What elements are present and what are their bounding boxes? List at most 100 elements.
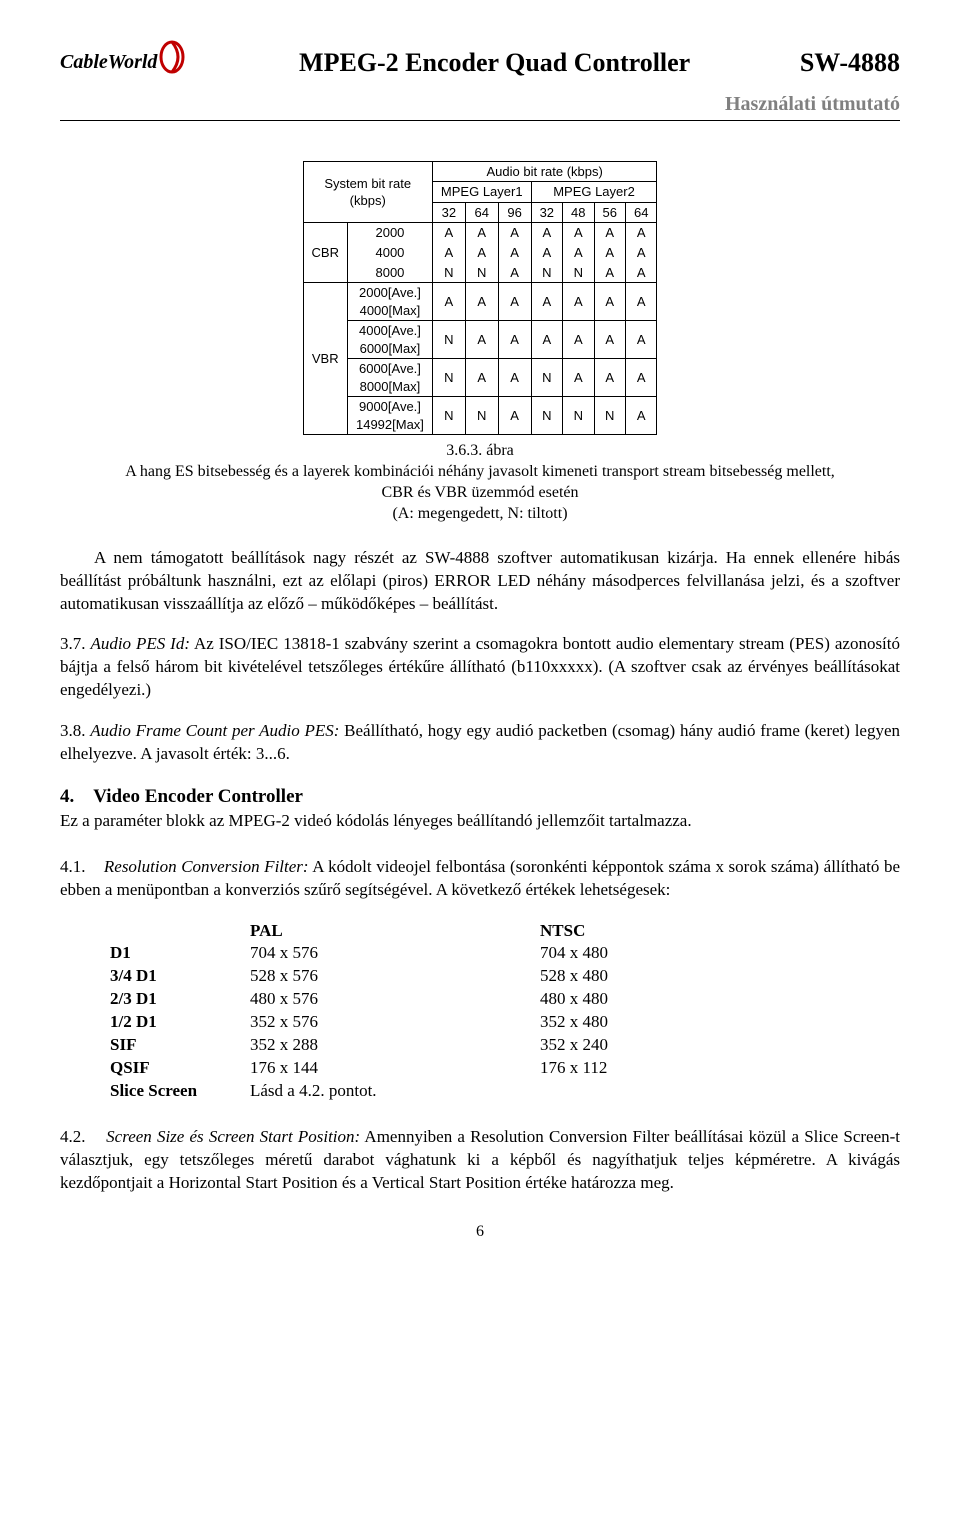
res-r4-2: 352 x 240 [540, 1034, 618, 1057]
res-r0-0: D1 [110, 942, 250, 965]
cell: N [531, 263, 562, 283]
cell: N [563, 397, 594, 435]
rate-2: 8000 [347, 263, 432, 283]
cell: A [498, 321, 531, 359]
cell: N [465, 397, 498, 435]
resolution-table: PAL NTSC D1704 x 576704 x 480 3/4 D1528 … [110, 920, 618, 1104]
cell: N [432, 397, 465, 435]
logo-text: CableWorld [60, 49, 157, 76]
fig-l2: CBR és VBR üzemmód esetén [381, 484, 578, 501]
cell: N [432, 263, 465, 283]
audio-label: Audio bit rate (kbps) [432, 161, 657, 182]
cell: A [563, 321, 594, 359]
paragraph-4-2: 4.2. Screen Size és Screen Start Positio… [60, 1126, 900, 1195]
cell: A [563, 359, 594, 397]
s4-desc: Ez a paraméter blokk az MPEG-2 videó kód… [60, 811, 692, 830]
col-l2-0: 32 [531, 202, 562, 223]
cell: A [625, 359, 656, 397]
p41-title: Resolution Conversion Filter: [104, 857, 309, 876]
cell: N [594, 397, 625, 435]
col-l2-2: 56 [594, 202, 625, 223]
rate-4: 4000[Ave.] 6000[Max] [347, 321, 432, 359]
res-r4-1: 352 x 288 [250, 1034, 540, 1057]
p38-title: Audio Frame Count per Audio PES: [90, 721, 339, 740]
cell: A [498, 397, 531, 435]
sys-label-2: (kbps) [350, 193, 386, 208]
p37-num: 3.7. [60, 634, 86, 653]
fig-l1: A hang ES bitsebesség és a layerek kombi… [125, 463, 835, 480]
cell: A [465, 243, 498, 263]
p37-title: Audio PES Id: [90, 634, 190, 653]
res-r6-2 [540, 1080, 618, 1103]
bitrate-table: System bit rate (kbps) Audio bit rate (k… [303, 161, 658, 436]
res-r0-1: 704 x 576 [250, 942, 540, 965]
cell: A [563, 243, 594, 263]
cell: A [531, 283, 562, 321]
p41-num: 4.1. [60, 857, 86, 876]
res-head-pal: PAL [250, 920, 540, 943]
res-r3-0: 1/2 D1 [110, 1011, 250, 1034]
res-r3-1: 352 x 576 [250, 1011, 540, 1034]
p42-title: Screen Size és Screen Start Position: [106, 1127, 360, 1146]
paragraph-1: A nem támogatott beállítások nagy részét… [60, 547, 900, 616]
cell: A [498, 283, 531, 321]
cell: N [531, 359, 562, 397]
col-l1-2: 96 [498, 202, 531, 223]
cell: A [432, 243, 465, 263]
col-l2-1: 48 [563, 202, 594, 223]
res-r1-2: 528 x 480 [540, 965, 618, 988]
res-r2-2: 480 x 480 [540, 988, 618, 1011]
rate-1: 4000 [347, 243, 432, 263]
res-r0-2: 704 x 480 [540, 942, 618, 965]
cell: A [625, 243, 656, 263]
vbr-label: VBR [303, 283, 347, 435]
col-l1-0: 32 [432, 202, 465, 223]
cell: N [531, 397, 562, 435]
cell: A [594, 223, 625, 243]
res-r1-0: 3/4 D1 [110, 965, 250, 988]
page-header: CableWorld MPEG-2 Encoder Quad Controlle… [60, 40, 900, 85]
doc-title: MPEG-2 Encoder Quad Controller [189, 45, 799, 80]
rate-6: 9000[Ave.] 14992[Max] [347, 397, 432, 435]
cell: A [625, 397, 656, 435]
cell: N [465, 263, 498, 283]
paragraph-3-8: 3.8. Audio Frame Count per Audio PES: Be… [60, 720, 900, 766]
cell: A [594, 359, 625, 397]
cell: N [432, 359, 465, 397]
cell: A [594, 243, 625, 263]
cell: A [625, 321, 656, 359]
s4-num: 4. [60, 786, 74, 807]
p38-num: 3.8. [60, 721, 86, 740]
cell: A [432, 283, 465, 321]
sys-label-1: System bit rate [324, 176, 411, 191]
rate-5: 6000[Ave.] 8000[Max] [347, 359, 432, 397]
res-r3-2: 352 x 480 [540, 1011, 618, 1034]
cell: A [563, 223, 594, 243]
cell: N [432, 321, 465, 359]
res-r5-2: 176 x 112 [540, 1057, 618, 1080]
cell: N [563, 263, 594, 283]
rate-0: 2000 [347, 223, 432, 243]
cell: A [498, 359, 531, 397]
fig-l3: (A: megengedett, N: tiltott) [392, 505, 567, 522]
layer1-label: MPEG Layer1 [432, 182, 531, 203]
paragraph-4-1: 4.1. Resolution Conversion Filter: A kód… [60, 856, 900, 902]
res-r2-1: 480 x 576 [250, 988, 540, 1011]
paragraph-3-7: 3.7. Audio PES Id: Az ISO/IEC 13818-1 sz… [60, 633, 900, 702]
cell: A [465, 223, 498, 243]
sw-number: SW-4888 [800, 45, 900, 80]
cell: A [531, 243, 562, 263]
s4-title: Video Encoder Controller [93, 786, 303, 807]
cell: A [465, 283, 498, 321]
cell: A [625, 223, 656, 243]
figure-caption: 3.6.3. ábra A hang ES bitsebesség és a l… [60, 441, 900, 524]
cell: A [531, 223, 562, 243]
cell: A [625, 263, 656, 283]
logo: CableWorld [60, 40, 189, 85]
layer2-label: MPEG Layer2 [531, 182, 657, 203]
col-l2-3: 64 [625, 202, 656, 223]
cell: A [625, 283, 656, 321]
res-r6-0: Slice Screen [110, 1080, 250, 1103]
res-r5-1: 176 x 144 [250, 1057, 540, 1080]
cbr-label: CBR [303, 223, 347, 283]
